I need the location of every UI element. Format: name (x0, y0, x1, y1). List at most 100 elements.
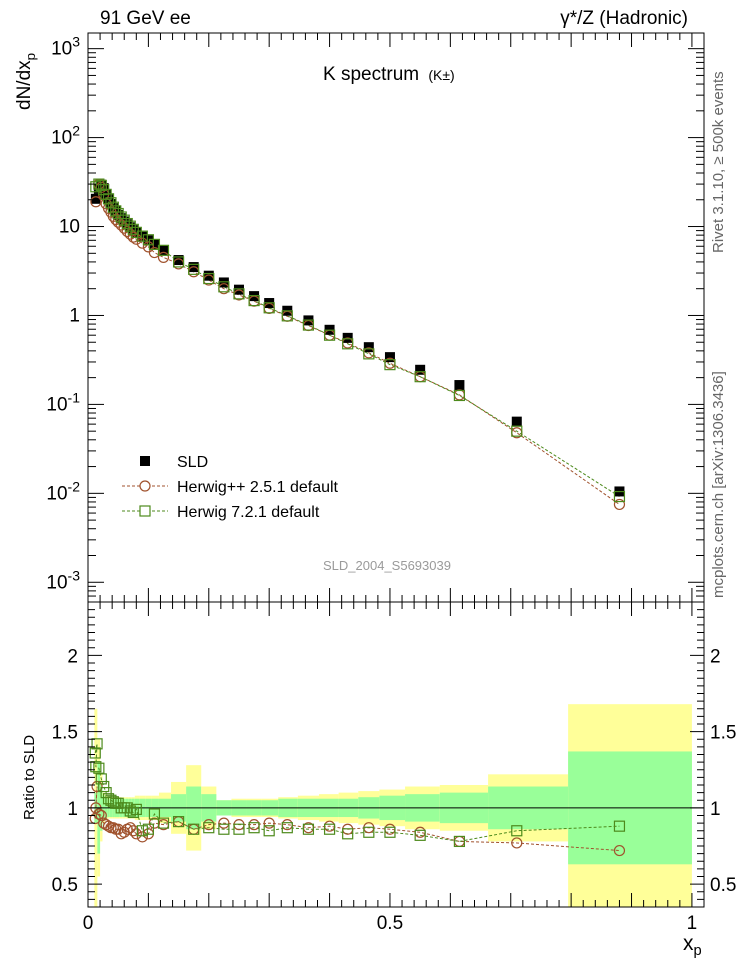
herwig7-ratio-point (136, 825, 148, 837)
herwig7-point (263, 302, 275, 314)
legend-sld-label: SLD (177, 454, 208, 471)
herwig7-point (127, 223, 139, 235)
herwig7-point (115, 211, 127, 223)
herwig7-ratio-point (453, 835, 466, 848)
chart-title: K spectrum (K±) (323, 64, 455, 86)
ratio-y-tick-label-right: 1.5 (710, 723, 736, 744)
herwig7-point (157, 244, 170, 256)
herwigpp-ratio-point (613, 844, 626, 857)
herwig7-point (302, 319, 315, 331)
herwig7-point (281, 310, 293, 322)
sld-point (158, 245, 169, 256)
main-series-markers (90, 178, 626, 511)
herwigpp-ratio-point (218, 817, 230, 829)
y-tick-label: 1 (69, 305, 80, 326)
y-tick-label: 10-3 (46, 567, 80, 593)
ratio-uncertainty-bands (88, 704, 704, 907)
herwig7-point (248, 294, 260, 307)
herwig7-point (342, 338, 354, 350)
herwigpp-ratio-point (124, 822, 136, 834)
y-tick-label: 10-1 (46, 389, 80, 415)
herwigpp-ratio-point (130, 828, 142, 840)
herwig7-ratio-point (384, 826, 396, 838)
herwig7-point (121, 217, 133, 230)
legend-herwigpp-marker (139, 480, 151, 492)
herwig7-ratio-point (90, 761, 102, 773)
chart-title-suffix: (K±) (428, 67, 455, 83)
herwigpp-ratio-point (95, 809, 107, 822)
herwig7-ratio-point (281, 822, 293, 834)
ratio-series-markers (89, 738, 626, 857)
herwig7-point (233, 288, 245, 300)
herwig7-ratio-point (203, 822, 215, 834)
sld-point (173, 255, 184, 266)
herwigpp-point (136, 237, 148, 249)
sld-point (511, 416, 522, 427)
herwig7-point (203, 272, 215, 285)
sld-point (90, 193, 101, 204)
sld-point (143, 235, 154, 246)
ratio-y-tick-label-left: 1.5 (52, 723, 78, 744)
sld-point (363, 342, 374, 353)
ratio-y-tick-label-left: 0.5 (52, 875, 78, 896)
herwig7-ratio-point (172, 815, 185, 828)
y-tick-label: 10 (59, 217, 80, 238)
herwigpp-ratio-point (91, 780, 103, 793)
herwig7-ratio-point (302, 823, 315, 835)
legend-herwigpp-label: Herwig++ 2.5.1 default (177, 479, 339, 496)
ratio-y-tick-label-right: 1 (710, 799, 721, 820)
x-axis-label: xp (683, 932, 702, 960)
legend: SLD Herwig++ 2.5.1 default Herwig 7.2.1 de… (122, 454, 339, 521)
y-tick-label: 10-2 (46, 478, 80, 504)
herwig7-ratio-point (157, 817, 170, 829)
herwig7-ratio-point (188, 823, 200, 835)
herwig7-point (130, 226, 142, 238)
herwig7-point (414, 371, 426, 383)
herwig7-ratio-point (93, 762, 105, 774)
herwig7-point (613, 490, 626, 503)
legend-sld-marker (140, 456, 150, 466)
sld-point (149, 239, 160, 250)
series-line (95, 183, 620, 497)
sld-point (384, 352, 395, 363)
herwig7-ratio-point (414, 829, 426, 841)
legend-herwig7-marker (139, 505, 151, 517)
chart-title-text: K spectrum (323, 64, 420, 85)
sld-point (454, 380, 465, 391)
herwig7-point (118, 214, 130, 226)
series-line (95, 182, 620, 505)
herwig7-point (136, 230, 148, 242)
herwig7-point (323, 329, 336, 341)
herwig7-ratio-point (124, 805, 136, 817)
herwigpp-ratio-point (93, 808, 105, 820)
x-tick-label: 1 (687, 913, 698, 934)
herwig7-ratio-point (363, 826, 375, 838)
header-left-label: 91 GeV ee (100, 8, 191, 29)
herwig7-ratio-point (218, 823, 230, 835)
legend-herwig7-label: Herwig 7.2.1 default (177, 504, 320, 521)
herwigpp-point (157, 251, 170, 263)
herwig7-ratio-point (91, 738, 103, 750)
herwigpp-ratio-point (107, 822, 119, 834)
herwig7-point (188, 263, 200, 275)
sld-point (203, 270, 214, 281)
herwig7-ratio-point (248, 822, 260, 834)
herwig7-ratio-point (98, 780, 110, 793)
herwig7-ratio-point (130, 803, 142, 816)
herwig7-point (384, 359, 396, 371)
herwigpp-point (613, 498, 626, 511)
analysis-tag: SLD_2004_S5693039 (323, 558, 451, 573)
herwig7-ratio-point (148, 808, 161, 820)
herwig7-point (218, 281, 230, 293)
herwig7-point (148, 238, 161, 250)
x-tick-label: 0.5 (377, 913, 403, 934)
sld-point (415, 364, 426, 375)
ratio-y-tick-label-left: 2 (67, 646, 78, 667)
herwig7-point (124, 220, 136, 232)
herwig7-ratio-point (233, 823, 245, 835)
herwigpp-ratio-point (127, 825, 139, 837)
herwig7-ratio-point (511, 825, 523, 837)
sld-point (137, 231, 148, 242)
